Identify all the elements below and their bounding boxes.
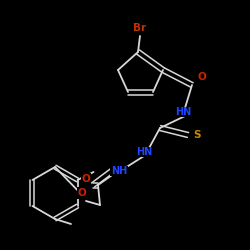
Text: O: O <box>78 188 86 198</box>
Text: HN: HN <box>136 147 152 157</box>
Text: S: S <box>193 130 201 140</box>
Text: Br: Br <box>134 23 146 33</box>
Text: O: O <box>198 72 206 82</box>
Text: O: O <box>82 174 90 184</box>
Text: HN: HN <box>175 107 191 117</box>
Text: NH: NH <box>111 166 127 176</box>
